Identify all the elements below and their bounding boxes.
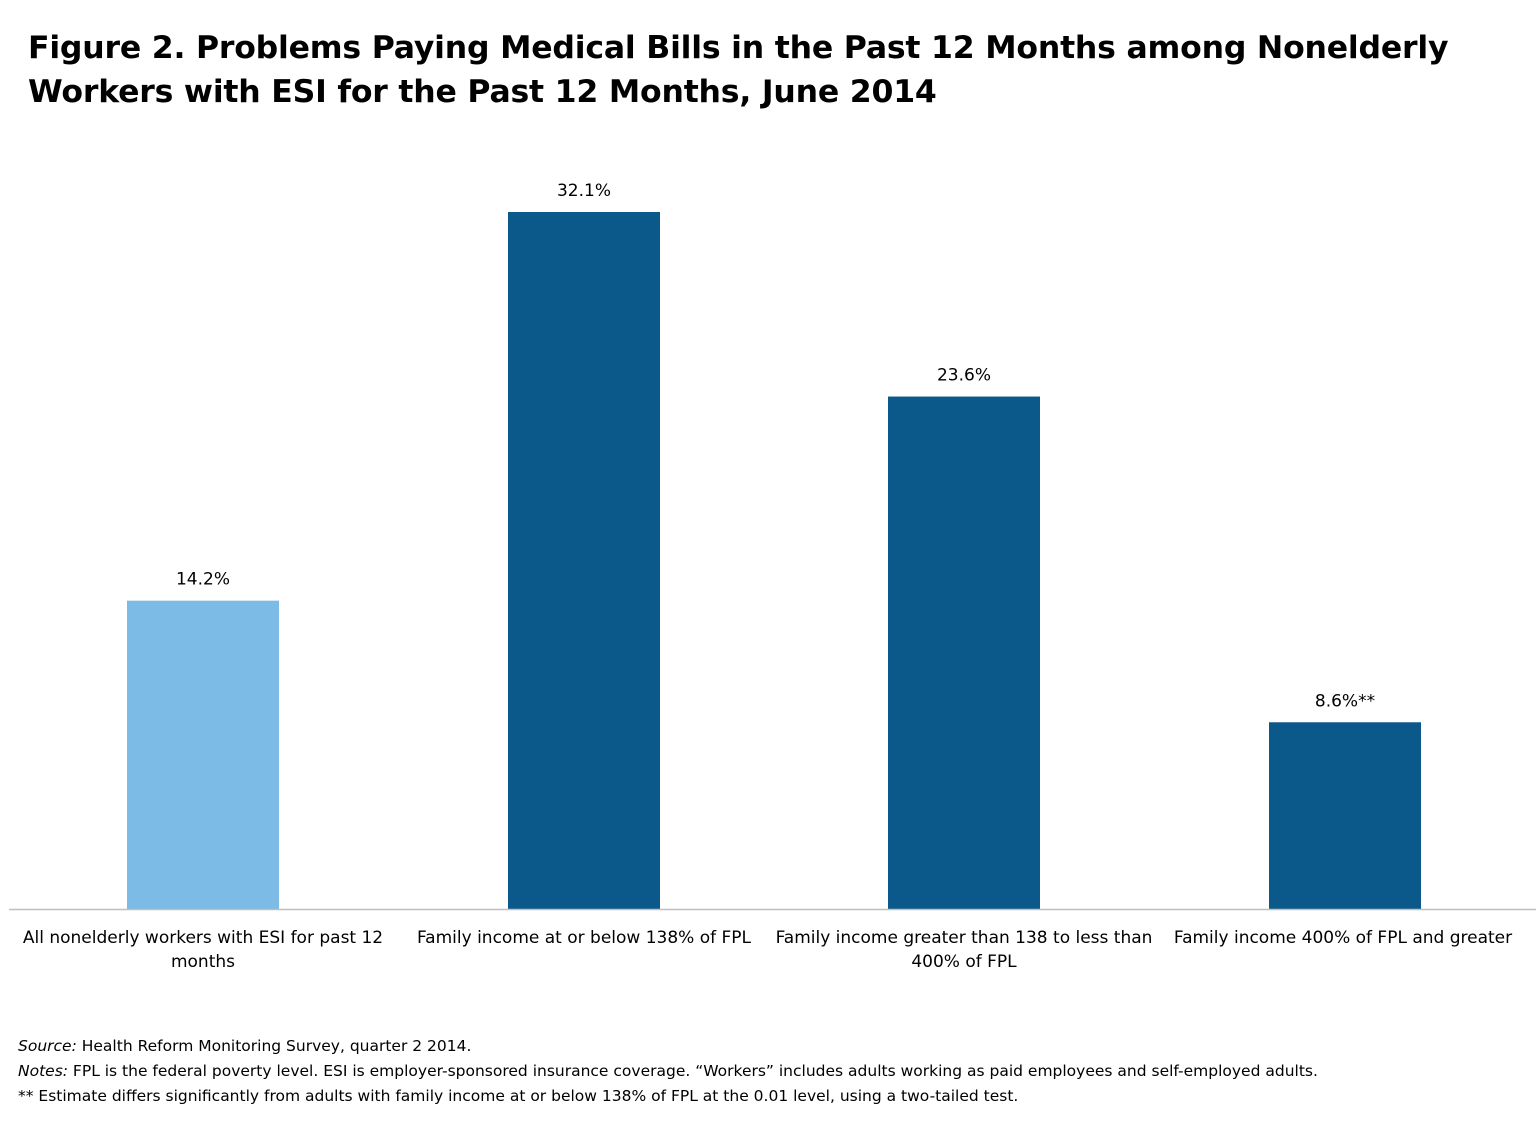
source-label: Source: (18, 1037, 77, 1055)
notes-label: Notes: (18, 1062, 68, 1080)
category-label: Family income 400% of FPL and greater (1173, 928, 1513, 948)
chart-notes: Source: Health Reform Monitoring Survey,… (18, 1034, 1518, 1109)
bar (888, 396, 1040, 910)
category-label: Family income greater than 138 to less t… (775, 928, 1153, 972)
significance-note: ** Estimate differs significantly from a… (18, 1087, 1019, 1105)
bar-value-label: 23.6% (937, 366, 991, 386)
category-label: All nonelderly workers with ESI for past… (22, 928, 384, 972)
source-text: Health Reform Monitoring Survey, quarter… (76, 1037, 472, 1055)
notes-text: FPL is the federal poverty level. ESI is… (68, 1062, 1318, 1080)
bar (508, 212, 660, 909)
notes-note: Notes: FPL is the federal poverty level.… (18, 1059, 1518, 1084)
chart-title: Figure 2. Problems Paying Medical Bills … (28, 30, 1449, 110)
category-label: Family income at or below 138% of FPL (416, 928, 752, 948)
bar-value-label: 32.1% (557, 181, 611, 201)
bars-layer: 14.2% 32.1% 23.6% 8.6%** (127, 181, 1421, 910)
bar (127, 600, 279, 909)
bar-value-label: 8.6%** (1315, 691, 1375, 711)
bar-value-label: 14.2% (176, 570, 230, 590)
source-note: Source: Health Reform Monitoring Survey,… (18, 1034, 1518, 1059)
bar (1269, 722, 1421, 909)
